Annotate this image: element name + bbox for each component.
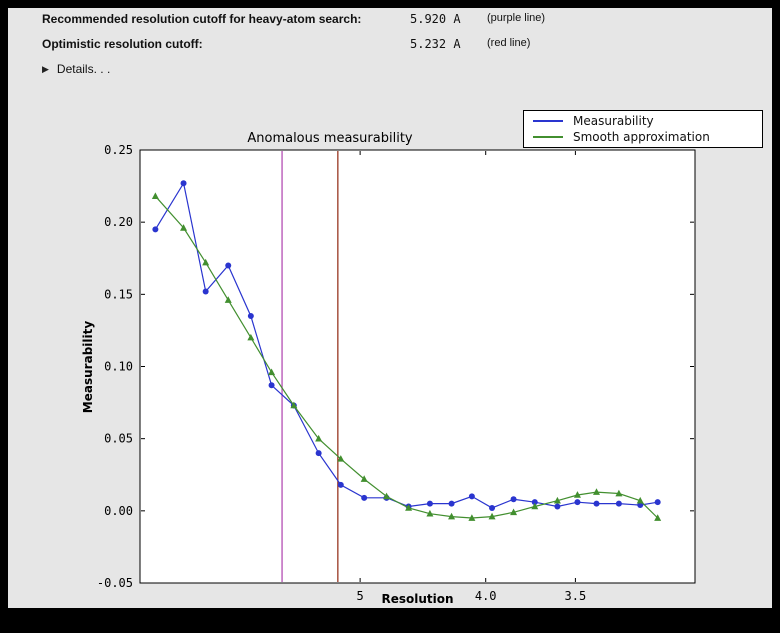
results-panel: [8, 8, 772, 608]
measurability-line-swatch: [533, 120, 563, 123]
recommended-cutoff-label: Recommended resolution cutoff for heavy-…: [42, 12, 362, 26]
disclosure-triangle-icon: ▶: [42, 64, 49, 74]
details-label: Details. . .: [56, 62, 111, 76]
legend-item-measurability: Measurability: [533, 114, 753, 128]
legend-item-smooth: Smooth approximation: [533, 130, 753, 144]
legend: Measurability Smooth approximation: [523, 110, 763, 148]
optimistic-cutoff-value: 5.232 A: [410, 37, 461, 51]
optimistic-cutoff-note: (red line): [487, 37, 531, 49]
legend-label-smooth: Smooth approximation: [573, 129, 710, 144]
y-axis-label: Measurability: [81, 320, 95, 414]
chart-title: Anomalous measurability: [247, 131, 413, 146]
smooth-line-swatch: [533, 135, 563, 138]
details-disclosure[interactable]: ▶ Details. . .: [42, 62, 110, 76]
legend-label-measurability: Measurability: [573, 114, 654, 129]
optimistic-cutoff-row: Optimistic resolution cutoff: 5.232 A (r…: [0, 37, 780, 55]
optimistic-cutoff-label: Optimistic resolution cutoff:: [42, 37, 203, 51]
recommended-cutoff-note: (purple line): [487, 12, 546, 24]
x-axis-label: Resolution: [381, 592, 454, 606]
recommended-cutoff-value: 5.920 A: [410, 12, 461, 26]
recommended-cutoff-row: Recommended resolution cutoff for heavy-…: [0, 12, 780, 30]
